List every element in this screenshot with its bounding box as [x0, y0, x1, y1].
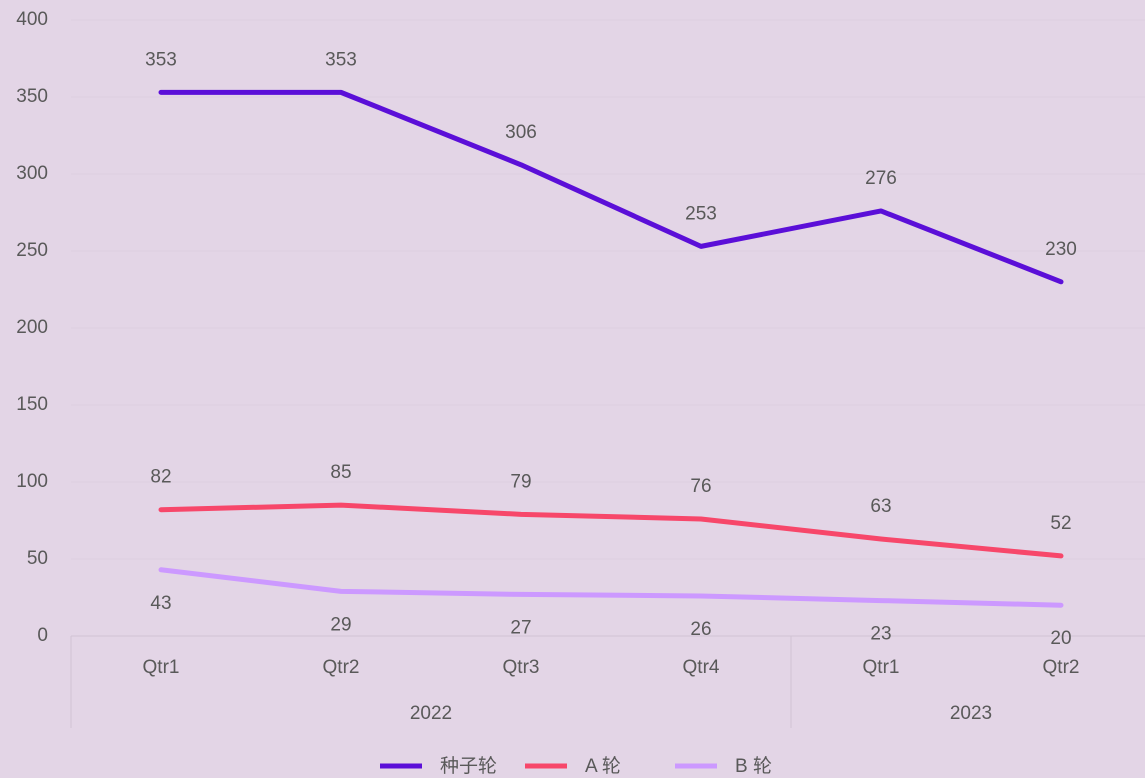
legend-label: B 轮 — [735, 755, 772, 777]
series-line — [158, 89, 1064, 285]
data-label: 29 — [330, 614, 351, 635]
x-tick-label: Qtr2 — [323, 657, 360, 678]
series-line — [158, 567, 1064, 608]
data-label: 63 — [870, 496, 891, 517]
x-tick-label: Qtr3 — [503, 657, 540, 678]
data-label: 20 — [1050, 628, 1071, 649]
group-label: 2023 — [950, 703, 992, 724]
legend-label: 种子轮 — [440, 755, 497, 777]
data-label: 26 — [690, 619, 711, 640]
y-tick-label: 200 — [16, 317, 48, 338]
data-label: 230 — [1045, 239, 1077, 260]
data-label: 82 — [150, 467, 171, 488]
y-tick-label: 0 — [37, 625, 48, 646]
y-tick-label: 100 — [16, 471, 48, 492]
data-label: 76 — [690, 476, 711, 497]
data-label: 353 — [325, 49, 357, 70]
y-tick-label: 250 — [16, 240, 48, 261]
x-tick-label: Qtr1 — [143, 657, 180, 678]
y-tick-label: 350 — [16, 86, 48, 107]
data-label: 79 — [510, 471, 531, 492]
data-label: 52 — [1050, 513, 1071, 534]
data-label: 353 — [145, 49, 177, 70]
data-label: 23 — [870, 624, 891, 645]
data-label: 306 — [505, 122, 537, 143]
legend-label: A 轮 — [585, 755, 621, 777]
y-tick-label: 400 — [16, 9, 48, 30]
y-tick-label: 150 — [16, 394, 48, 415]
group-label: 2022 — [410, 703, 452, 724]
data-label: 43 — [150, 593, 171, 614]
x-tick-label: Qtr2 — [1043, 657, 1080, 678]
series-line — [158, 502, 1064, 559]
data-label: 85 — [330, 462, 351, 483]
y-tick-label: 50 — [27, 548, 48, 569]
x-tick-label: Qtr4 — [683, 657, 720, 678]
data-label: 253 — [685, 203, 717, 224]
data-label: 27 — [510, 617, 531, 638]
y-tick-label: 300 — [16, 163, 48, 184]
data-label: 276 — [865, 168, 897, 189]
x-tick-label: Qtr1 — [863, 657, 900, 678]
